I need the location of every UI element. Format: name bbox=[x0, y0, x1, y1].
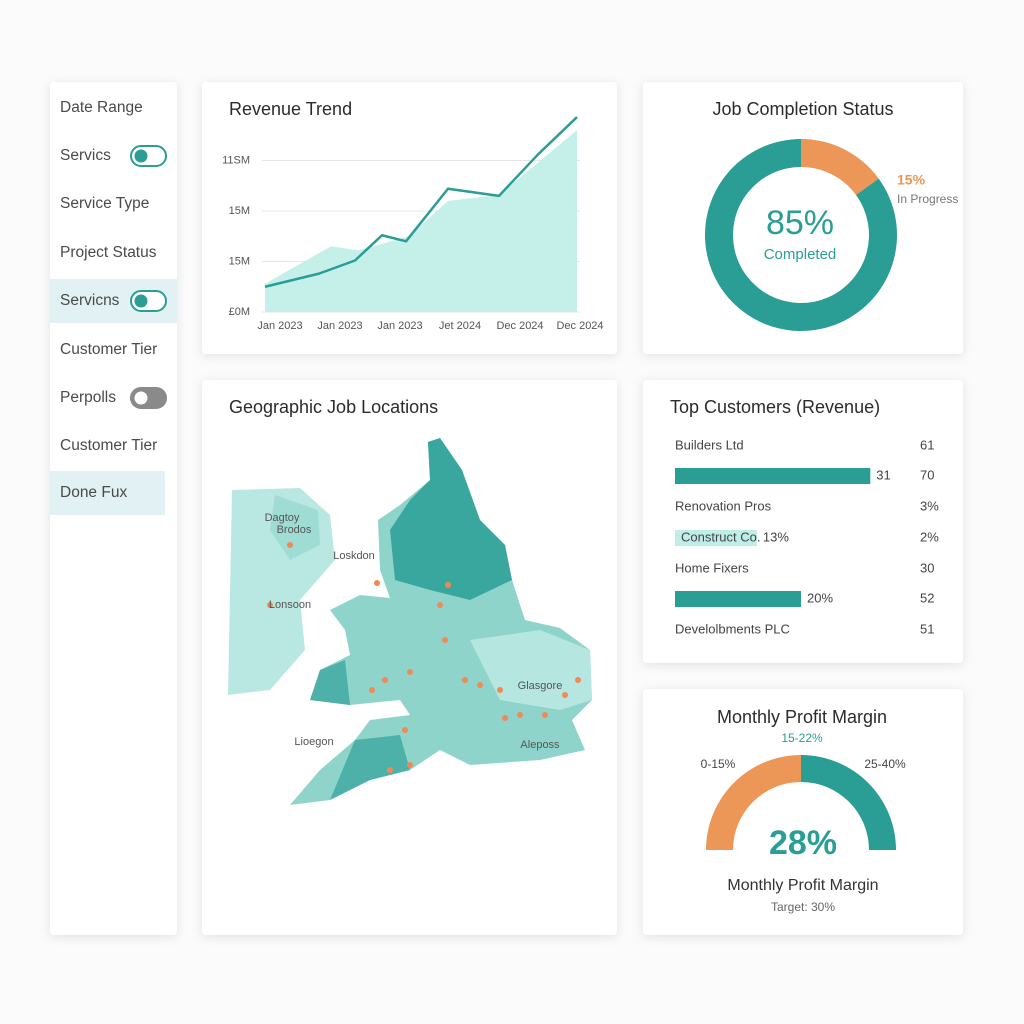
sidebar-item: Perpolls bbox=[60, 389, 116, 406]
place-label: Lonsoon bbox=[269, 599, 311, 611]
x-tick-label: Dec 2024 bbox=[556, 320, 603, 332]
donut-value: 15% bbox=[897, 172, 926, 188]
chart-title: Revenue Trend bbox=[229, 99, 352, 119]
y-tick-label: 15M bbox=[229, 255, 250, 267]
toggle-knob bbox=[134, 149, 148, 163]
place-label: Dagtoy bbox=[265, 512, 300, 524]
donut-label: Completed bbox=[764, 246, 837, 263]
map-region bbox=[310, 660, 410, 800]
gauge-arc bbox=[801, 755, 896, 850]
customer-name: Construct Co. bbox=[681, 529, 760, 544]
place-label: Brodos bbox=[277, 524, 312, 536]
y-tick-label: 11SM bbox=[222, 154, 250, 166]
sidebar-item: Service Type bbox=[60, 195, 149, 212]
customer-name: Home Fixers bbox=[675, 560, 749, 575]
area bbox=[265, 130, 577, 312]
sidebar-item: Customer Tier bbox=[60, 437, 157, 454]
customer-name: Builders Ltd bbox=[675, 437, 744, 452]
toggle-knob bbox=[134, 294, 148, 308]
place-label: Lioegon bbox=[294, 736, 333, 748]
customer-bar bbox=[675, 468, 871, 484]
gauge-range: 15-22% bbox=[781, 731, 823, 745]
line bbox=[264, 116, 578, 288]
x-tick-label: Jan 2023 bbox=[317, 320, 362, 332]
x-tick-label: Jan 2023 bbox=[257, 320, 302, 332]
map-region bbox=[270, 495, 320, 560]
x-tick-label: Jan 2023 bbox=[377, 320, 422, 332]
customer-name: Develolbments PLC bbox=[675, 621, 790, 636]
sidebar-item: Servicns bbox=[60, 292, 120, 309]
y-tick-label: 15M bbox=[229, 205, 250, 217]
sidebar-item: Done Fux bbox=[60, 484, 127, 501]
gauge-range: 0-15% bbox=[701, 757, 736, 771]
donut-slice bbox=[801, 139, 879, 196]
bar-label: 31 bbox=[876, 467, 890, 482]
customer-value: 51 bbox=[920, 621, 934, 636]
customer-value: 2% bbox=[920, 529, 939, 544]
gauge-range: 25-40% bbox=[864, 757, 906, 771]
customer-value: 30 bbox=[920, 560, 934, 575]
customer-value: 61 bbox=[920, 437, 934, 452]
sidebar-item: Date Range bbox=[60, 99, 143, 116]
gauge-subtitle: Monthly Profit Margin bbox=[727, 877, 878, 894]
map-region bbox=[390, 438, 512, 600]
sidebar-item: Servics bbox=[60, 147, 111, 164]
customers-title: Top Customers (Revenue) bbox=[670, 397, 880, 417]
map-title: Geographic Job Locations bbox=[229, 397, 438, 417]
place-label: Aleposs bbox=[520, 739, 560, 751]
toggle-knob bbox=[134, 391, 148, 405]
customer-value: 3% bbox=[920, 498, 939, 513]
job-dots bbox=[267, 542, 581, 773]
bar-label: 13% bbox=[763, 529, 789, 544]
sidebar-item: Project Status bbox=[60, 244, 157, 261]
y-tick-label: £0M bbox=[229, 306, 250, 318]
gauge-target: Target: 30% bbox=[771, 900, 835, 914]
gauge-title: Monthly Profit Margin bbox=[717, 707, 887, 727]
customer-value: 70 bbox=[920, 467, 934, 482]
customer-value: 52 bbox=[920, 590, 934, 605]
x-tick-label: Jet 2024 bbox=[439, 320, 481, 332]
map bbox=[228, 438, 592, 805]
donut-title: Job Completion Status bbox=[712, 99, 893, 119]
x-tick-label: Dec 2024 bbox=[496, 320, 543, 332]
gauge-card bbox=[643, 689, 963, 935]
sidebar-highlight bbox=[50, 471, 165, 515]
customer-bar bbox=[675, 530, 757, 546]
donut-label: In Progress bbox=[897, 192, 958, 206]
customer-bar bbox=[675, 591, 801, 607]
map-region bbox=[290, 438, 592, 805]
bar-label: 20% bbox=[807, 590, 833, 605]
place-label: Loskdon bbox=[333, 550, 375, 562]
sidebar-item: Customer Tier bbox=[60, 341, 157, 358]
customer-name: Renovation Pros bbox=[675, 498, 772, 513]
gauge-value: 28% bbox=[769, 824, 837, 862]
place-label: Glasgore bbox=[518, 680, 563, 692]
donut-value: 85% bbox=[766, 204, 834, 242]
gauge-arc bbox=[706, 755, 801, 850]
